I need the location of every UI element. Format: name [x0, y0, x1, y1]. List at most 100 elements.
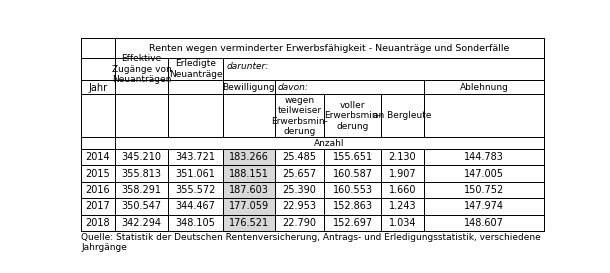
Text: Quelle: Statistik der Deutschen Rentenversicherung, Antrags- und Erledigungsstat: Quelle: Statistik der Deutschen Rentenve… [81, 233, 540, 253]
Bar [325, 94, 381, 137]
Bar [81, 198, 115, 215]
Text: wegen
teilweiser
Erwerbsmin-
derung: wegen teilweiser Erwerbsmin- derung [271, 96, 328, 136]
Bar [381, 215, 424, 231]
Text: 148.607: 148.607 [464, 218, 504, 228]
Text: 160.587: 160.587 [333, 169, 373, 179]
Bar [424, 149, 544, 165]
Bar [274, 182, 325, 198]
Bar [81, 38, 115, 58]
Text: 160.553: 160.553 [333, 185, 373, 195]
Text: 2.130: 2.130 [389, 152, 416, 162]
Bar [168, 165, 223, 182]
Text: davon:: davon: [278, 82, 309, 91]
Bar [424, 165, 544, 182]
Text: 22.953: 22.953 [282, 201, 317, 211]
Bar [325, 215, 381, 231]
Bar [81, 165, 115, 182]
Bar [424, 80, 544, 94]
Bar [168, 215, 223, 231]
Bar [115, 165, 168, 182]
Text: 187.603: 187.603 [229, 185, 269, 195]
Bar [381, 94, 424, 137]
Bar [168, 149, 223, 165]
Text: 355.813: 355.813 [122, 169, 162, 179]
Bar [115, 215, 168, 231]
Text: 177.059: 177.059 [229, 201, 269, 211]
Bar [424, 198, 544, 215]
Bar [325, 165, 381, 182]
Text: 25.485: 25.485 [282, 152, 317, 162]
Text: Bewilligung: Bewilligung [223, 83, 275, 92]
Bar [81, 182, 115, 198]
Bar [325, 182, 381, 198]
Text: 152.863: 152.863 [333, 201, 373, 211]
Bar [223, 149, 274, 165]
Bar [223, 58, 544, 80]
Text: 1.660: 1.660 [389, 185, 416, 195]
Bar [115, 149, 168, 165]
Bar [81, 215, 115, 231]
Text: 2014: 2014 [85, 152, 110, 162]
Bar [424, 182, 544, 198]
Bar [81, 94, 115, 137]
Text: Ablehnung: Ablehnung [459, 83, 508, 92]
Bar [168, 58, 223, 80]
Text: 358.291: 358.291 [122, 185, 162, 195]
Text: 1.907: 1.907 [389, 169, 416, 179]
Bar [223, 94, 274, 137]
Text: 25.657: 25.657 [282, 169, 317, 179]
Bar [325, 198, 381, 215]
Text: Effektive
Zugänge von
Neuanträgen: Effektive Zugänge von Neuanträgen [112, 54, 171, 84]
Text: 155.651: 155.651 [332, 152, 373, 162]
Text: 2017: 2017 [85, 201, 110, 211]
Text: 25.390: 25.390 [282, 185, 317, 195]
Bar [81, 149, 115, 165]
Bar [223, 215, 274, 231]
Text: Anzahl: Anzahl [314, 139, 345, 148]
Text: 152.697: 152.697 [332, 218, 373, 228]
Text: an Bergleute: an Bergleute [373, 111, 432, 120]
Bar [115, 198, 168, 215]
Bar [115, 38, 544, 58]
Text: Jahr: Jahr [88, 83, 107, 93]
Bar [325, 149, 381, 165]
Text: 183.266: 183.266 [229, 152, 269, 162]
Text: 350.547: 350.547 [121, 201, 162, 211]
Bar [81, 137, 115, 149]
Text: 348.105: 348.105 [176, 218, 215, 228]
Text: 2016: 2016 [85, 185, 110, 195]
Text: 2015: 2015 [85, 169, 110, 179]
Text: 1.243: 1.243 [389, 201, 416, 211]
Bar [81, 58, 115, 80]
Text: 355.572: 355.572 [176, 185, 216, 195]
Text: 342.294: 342.294 [122, 218, 162, 228]
Bar [168, 80, 223, 94]
Text: 1.034: 1.034 [389, 218, 416, 228]
Bar [274, 165, 325, 182]
Bar [223, 80, 274, 94]
Bar [223, 165, 274, 182]
Bar [381, 165, 424, 182]
Bar [115, 58, 168, 80]
Text: Renten wegen verminderter Erwerbsfähigkeit - Neuanträge und Sonderfälle: Renten wegen verminderter Erwerbsfähigke… [149, 43, 510, 52]
Bar [168, 94, 223, 137]
Text: 345.210: 345.210 [122, 152, 162, 162]
Text: 150.752: 150.752 [464, 185, 504, 195]
Bar [115, 137, 544, 149]
Bar [274, 149, 325, 165]
Bar [424, 94, 544, 137]
Bar [168, 182, 223, 198]
Text: 22.790: 22.790 [282, 218, 317, 228]
Text: 351.061: 351.061 [176, 169, 215, 179]
Bar [381, 198, 424, 215]
Text: 176.521: 176.521 [229, 218, 269, 228]
Text: 147.974: 147.974 [464, 201, 504, 211]
Bar [168, 198, 223, 215]
Text: Erledigte
Neuanträge: Erledigte Neuanträge [169, 59, 223, 79]
Text: 144.783: 144.783 [464, 152, 504, 162]
Bar [115, 94, 168, 137]
Bar [381, 149, 424, 165]
Bar [424, 215, 544, 231]
Bar [274, 215, 325, 231]
Bar [274, 94, 325, 137]
